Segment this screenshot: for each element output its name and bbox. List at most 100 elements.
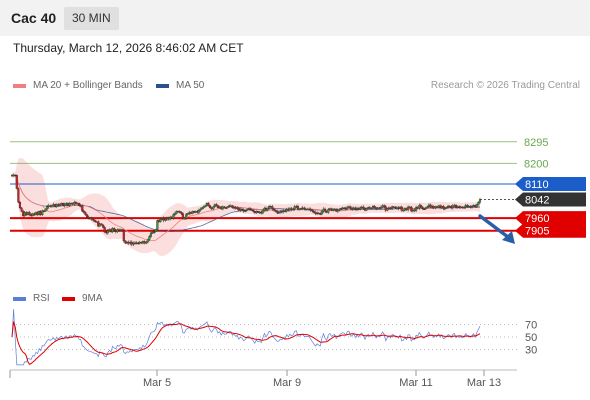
candle-225 — [370, 207, 373, 210]
legend-rsi: RSI — [13, 293, 50, 304]
candle-body — [451, 205, 454, 209]
candle-118 — [199, 207, 202, 212]
candle-244 — [400, 205, 403, 212]
candle-body — [407, 206, 410, 211]
candle-258 — [423, 208, 426, 210]
candle-body — [28, 212, 31, 215]
candle-body — [185, 214, 188, 219]
candle-body — [470, 206, 474, 208]
candle-body — [298, 208, 301, 211]
levels — [10, 141, 517, 232]
candle-body — [159, 219, 162, 222]
candle-194 — [320, 210, 323, 216]
candle-body — [78, 203, 81, 206]
rsi-tick-50: 50 — [525, 332, 537, 344]
candle-3 — [15, 174, 18, 190]
candle-160 — [266, 207, 269, 212]
header-bar: Cac 40 30 MIN — [0, 0, 590, 36]
candle-body — [421, 206, 424, 209]
candle-6 — [20, 207, 23, 213]
candle-body — [365, 208, 368, 211]
candle-176 — [292, 207, 295, 211]
candle-126 — [212, 205, 215, 210]
candle-body — [153, 231, 156, 233]
x-label-1: Mar 9 — [273, 377, 301, 389]
candle-40 — [74, 201, 77, 205]
candle-222 — [365, 207, 368, 211]
candle-189 — [312, 210, 315, 214]
candle-body — [349, 206, 352, 210]
x-label-0: Mar 5 — [143, 377, 171, 389]
candle-90 — [154, 228, 157, 233]
candle-body — [82, 211, 85, 213]
candle-body — [475, 204, 478, 208]
candle-body — [207, 203, 210, 206]
9ma-swatch — [62, 296, 75, 301]
candle-163 — [271, 205, 274, 211]
candle-135 — [226, 205, 229, 209]
candle-body — [209, 205, 212, 209]
candle-291 — [475, 203, 478, 208]
candle-body — [303, 207, 306, 210]
candle-58 — [103, 225, 106, 234]
candle-106 — [180, 210, 183, 216]
candle-body — [180, 212, 183, 214]
candle-64 — [113, 227, 116, 232]
candle-248 — [407, 205, 410, 212]
candle-body — [293, 206, 296, 210]
symbol-title: Cac 40 — [11, 10, 57, 26]
candle-body — [137, 242, 140, 245]
candle-body — [426, 206, 429, 209]
candle-body — [63, 204, 66, 206]
candle-body — [276, 211, 279, 213]
candle-19 — [41, 209, 44, 216]
candle-21 — [44, 208, 47, 213]
level-tag-8110: 8110 — [515, 176, 586, 191]
candle-body — [466, 205, 469, 207]
candle-69 — [121, 228, 124, 232]
candle-body — [224, 207, 228, 210]
candle-51 — [92, 217, 95, 222]
candle-30 — [58, 203, 61, 208]
candle-84 — [145, 241, 148, 245]
candle-body — [402, 210, 405, 212]
candle-body — [178, 211, 181, 213]
candle-body — [204, 205, 207, 207]
candle-151 — [252, 209, 255, 213]
candle-107 — [181, 212, 184, 220]
rsi-label: RSI — [33, 293, 50, 304]
rsi-line — [11, 309, 481, 366]
candle-body — [248, 208, 252, 210]
candle-body — [181, 213, 184, 219]
candle-220 — [362, 205, 365, 211]
candle-body — [106, 230, 109, 234]
candle-body — [309, 208, 312, 211]
candle-body — [320, 211, 323, 215]
legend-ma20: MA 20 + Bollinger Bands — [13, 80, 143, 91]
candle-166 — [276, 209, 279, 215]
candle-271 — [443, 206, 446, 211]
level-tag-8042: 8042 — [515, 192, 586, 207]
candle-body — [368, 207, 371, 209]
candle-body — [113, 228, 116, 231]
candle-body — [231, 205, 234, 209]
level-tag-7960: 7960 — [515, 211, 586, 226]
candle-body — [183, 217, 186, 220]
candle-79 — [137, 241, 140, 245]
candle-body — [101, 224, 105, 228]
timeframe-button[interactable]: 30 MIN — [64, 7, 119, 30]
candle-body — [186, 213, 189, 215]
candle-body — [419, 205, 422, 208]
x-axis: Mar 5 Mar 9 Mar 11 Mar 13 — [9, 369, 517, 389]
candle-256 — [419, 203, 422, 209]
candle-270 — [442, 204, 445, 211]
arrow-shaft — [478, 214, 510, 239]
candle-102 — [173, 211, 176, 217]
candle-183 — [303, 206, 306, 211]
ma20-swatch — [13, 83, 26, 88]
forecast-arrow — [478, 214, 515, 244]
level-tag-7905: 7905 — [515, 223, 586, 238]
rsi-ma-line — [11, 321, 481, 365]
